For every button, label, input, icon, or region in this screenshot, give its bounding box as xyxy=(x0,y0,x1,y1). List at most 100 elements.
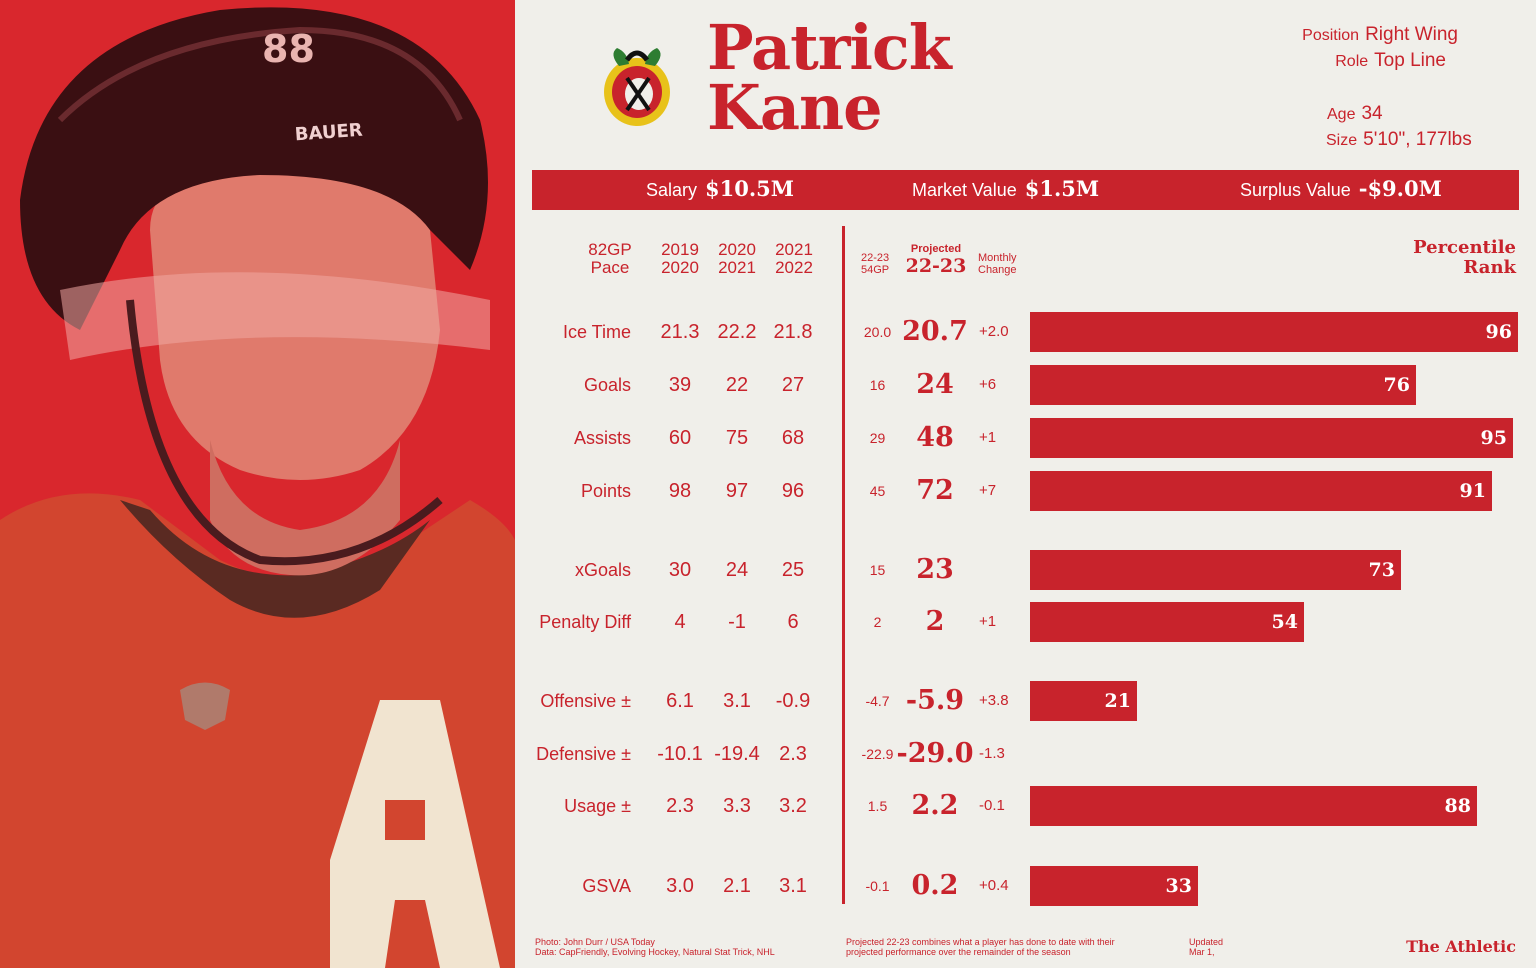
cell-current: 29 xyxy=(869,430,886,446)
footer-updated-line1: Updated xyxy=(1189,937,1224,947)
percentile-bar: 91 xyxy=(1030,471,1492,511)
header-season-2020: 2020 2021 xyxy=(712,241,762,277)
stat-row-usage: Usage ± 2.3 3.3 3.2 1.5 2.2 -0.1 88 xyxy=(515,786,1536,826)
position-value: Right Wing xyxy=(1365,24,1458,45)
cell-projected: 2 xyxy=(925,606,945,637)
surplus-value: Surplus Value -$9.0M xyxy=(1240,176,1442,201)
cell-current: -0.1 xyxy=(865,878,890,894)
cell-current: 20.0 xyxy=(863,324,892,340)
stat-row-points: Points 98 97 96 45 72 +7 91 xyxy=(515,471,1536,511)
header-monthly-line2: Change xyxy=(978,264,1017,276)
cell-change: +0.4 xyxy=(979,877,1009,894)
cell-projected: 24 xyxy=(916,369,954,400)
stat-row-offensive: Offensive ± 6.1 3.1 -0.9 -4.7 -5.9 +3.8 21 xyxy=(515,681,1536,721)
header-pace-line2: Pace xyxy=(590,258,630,277)
cell-current: 1.5 xyxy=(867,798,888,814)
header-pace: 82GP Pace xyxy=(585,241,635,277)
cell-projected: 0.2 xyxy=(911,870,959,901)
cell-y2021_22: 27 xyxy=(781,374,805,396)
cell-change: +1 xyxy=(979,429,997,446)
footer-note-line1: Projected 22-23 combines what a player h… xyxy=(846,937,1115,947)
cell-y2021_22: 25 xyxy=(781,559,805,581)
position-info: Position Right Wing xyxy=(1302,24,1458,46)
salary-label: Salary xyxy=(646,180,698,200)
cell-change: +2.0 xyxy=(979,323,1009,340)
cell-y2021_22: -0.9 xyxy=(775,690,811,712)
cell-current: -4.7 xyxy=(865,693,890,709)
header-s1-line1: 2019 xyxy=(661,240,699,259)
cell-label: GSVA xyxy=(582,876,631,896)
header-season-2021: 2021 2022 xyxy=(769,241,819,277)
percentile-label: 76 xyxy=(1383,374,1410,396)
cell-y2020_21: 97 xyxy=(725,480,749,502)
position-label: Position xyxy=(1302,27,1360,44)
age-value: 34 xyxy=(1361,103,1383,124)
market-value: Market Value $1.5M xyxy=(912,176,1099,201)
header-projected-small: Projected xyxy=(910,243,962,255)
stat-row-defensive: Defensive ± -10.1 -19.4 2.3 -22.9 -29.0 -1.3 xyxy=(515,734,1536,774)
cell-y2019_20: 2.3 xyxy=(666,795,694,817)
size-value: 5'10", 177lbs xyxy=(1363,129,1472,150)
surplus-value-amount: -$9.0M xyxy=(1358,176,1442,201)
cell-label: Ice Time xyxy=(562,322,631,342)
cell-change: -1.3 xyxy=(979,745,1005,762)
cell-y2021_22: 21.8 xyxy=(773,321,813,343)
cell-projected: 20.7 xyxy=(902,316,968,347)
stat-row-ice-time: Ice Time 21.3 22.2 21.8 20.0 20.7 +2.0 96 xyxy=(515,312,1536,352)
role-label: Role xyxy=(1335,53,1369,70)
cell-y2019_20: 30 xyxy=(668,559,692,581)
cell-label: Usage ± xyxy=(564,796,631,816)
cell-label: Goals xyxy=(583,375,631,395)
cell-change: +3.8 xyxy=(979,692,1009,709)
cell-change: -0.1 xyxy=(979,797,1005,814)
header-s1-line2: 2020 xyxy=(661,258,699,277)
svg-text:BAUER: BAUER xyxy=(294,120,363,146)
cell-y2020_21: 3.1 xyxy=(723,690,751,712)
player-first-name: Patrick xyxy=(707,11,952,84)
svg-text:88: 88 xyxy=(262,27,315,71)
percentile-label: 21 xyxy=(1104,690,1131,712)
player-photo: 88 BAUER xyxy=(0,0,515,968)
header-current-line1: 22-23 xyxy=(861,252,890,264)
salary-value: $10.5M xyxy=(705,176,795,201)
cell-label: Offensive ± xyxy=(540,691,631,711)
cell-projected: 2.2 xyxy=(911,790,959,821)
cell-y2019_20: 21.3 xyxy=(660,321,700,343)
percentile-title-line1: Percentile xyxy=(1413,237,1516,258)
footer-credits: Photo: John Durr / USA Today Data: CapFr… xyxy=(535,937,775,957)
stat-row-xgoals: xGoals 30 24 25 15 23 73 xyxy=(515,550,1536,590)
cell-y2021_22: 68 xyxy=(781,427,805,449)
column-divider xyxy=(842,226,845,904)
cell-current: 2 xyxy=(873,614,882,630)
cell-y2020_21: 22.2 xyxy=(717,321,757,343)
header-s3-line1: 2021 xyxy=(775,240,813,259)
size-label: Size xyxy=(1326,132,1358,149)
percentile-bar: 73 xyxy=(1030,550,1401,590)
cell-change: +7 xyxy=(979,482,997,499)
percentile-bar: 95 xyxy=(1030,418,1513,458)
footer-note: Projected 22-23 combines what a player h… xyxy=(846,937,1115,957)
cell-current: 16 xyxy=(869,377,886,393)
cell-y2019_20: 39 xyxy=(668,374,692,396)
header-s2-line2: 2021 xyxy=(718,258,756,277)
header-projected: Projected 22-23 xyxy=(905,243,967,277)
cell-label: Defensive ± xyxy=(536,744,631,764)
cell-current: 45 xyxy=(869,483,886,499)
cell-label: Points xyxy=(580,481,631,501)
role-info: Role Top Line xyxy=(1335,50,1446,72)
cell-projected: 48 xyxy=(916,422,954,453)
header-projected-big: 22-23 xyxy=(905,255,967,277)
stat-row-goals: Goals 39 22 27 16 24 +6 76 xyxy=(515,365,1536,405)
size-info: Size 5'10", 177lbs xyxy=(1326,129,1472,151)
cell-current: -22.9 xyxy=(861,746,894,762)
header-monthly-line1: Monthly xyxy=(978,252,1017,264)
cell-label: Assists xyxy=(573,428,631,448)
percentile-bar: 33 xyxy=(1030,866,1198,906)
cell-y2021_22: 96 xyxy=(781,480,805,502)
percentile-label: 95 xyxy=(1480,427,1507,449)
cell-current: 15 xyxy=(869,562,886,578)
percentile-title-line2: Rank xyxy=(1463,257,1516,278)
footer-updated-line2: Mar 1, xyxy=(1189,947,1215,957)
cell-label: Penalty Diff xyxy=(539,612,631,632)
cell-y2020_21: 2.1 xyxy=(723,875,751,897)
